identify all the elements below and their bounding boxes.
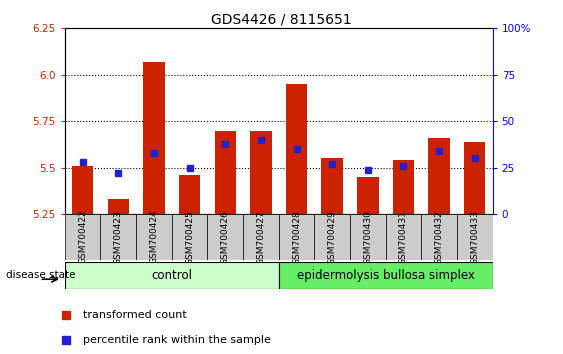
FancyBboxPatch shape bbox=[279, 214, 314, 260]
Text: GSM700424: GSM700424 bbox=[149, 210, 158, 264]
FancyBboxPatch shape bbox=[100, 214, 136, 260]
FancyBboxPatch shape bbox=[350, 214, 386, 260]
FancyBboxPatch shape bbox=[65, 214, 100, 260]
Text: percentile rank within the sample: percentile rank within the sample bbox=[83, 335, 270, 344]
FancyBboxPatch shape bbox=[65, 262, 279, 289]
Bar bbox=[357, 177, 378, 214]
Bar bbox=[215, 131, 236, 214]
Text: GSM700427: GSM700427 bbox=[256, 210, 265, 264]
Bar bbox=[250, 131, 271, 214]
Text: GSM700423: GSM700423 bbox=[114, 210, 123, 264]
Bar bbox=[464, 142, 485, 214]
Text: control: control bbox=[151, 269, 192, 282]
Text: GSM700426: GSM700426 bbox=[221, 210, 230, 264]
FancyBboxPatch shape bbox=[386, 214, 421, 260]
Text: GDS4426 / 8115651: GDS4426 / 8115651 bbox=[211, 12, 352, 27]
FancyBboxPatch shape bbox=[207, 214, 243, 260]
Bar bbox=[393, 160, 414, 214]
Bar bbox=[286, 84, 307, 214]
FancyBboxPatch shape bbox=[172, 214, 207, 260]
Text: disease state: disease state bbox=[6, 270, 75, 280]
Text: GSM700428: GSM700428 bbox=[292, 210, 301, 264]
Text: GSM700422: GSM700422 bbox=[78, 210, 87, 264]
FancyBboxPatch shape bbox=[243, 214, 279, 260]
FancyBboxPatch shape bbox=[314, 214, 350, 260]
Bar bbox=[72, 166, 93, 214]
Text: GSM700431: GSM700431 bbox=[399, 210, 408, 265]
FancyBboxPatch shape bbox=[136, 214, 172, 260]
Bar bbox=[321, 159, 343, 214]
Bar bbox=[428, 138, 450, 214]
Bar bbox=[108, 199, 129, 214]
FancyBboxPatch shape bbox=[457, 214, 493, 260]
Text: GSM700425: GSM700425 bbox=[185, 210, 194, 264]
Text: transformed count: transformed count bbox=[83, 310, 186, 320]
Text: GSM700432: GSM700432 bbox=[435, 210, 444, 264]
Bar bbox=[179, 175, 200, 214]
Text: GSM700430: GSM700430 bbox=[363, 210, 372, 265]
FancyBboxPatch shape bbox=[279, 262, 493, 289]
FancyBboxPatch shape bbox=[421, 214, 457, 260]
Text: GSM700433: GSM700433 bbox=[470, 210, 479, 265]
Text: epidermolysis bullosa simplex: epidermolysis bullosa simplex bbox=[297, 269, 475, 282]
Bar bbox=[143, 62, 164, 214]
Text: GSM700429: GSM700429 bbox=[328, 210, 337, 264]
